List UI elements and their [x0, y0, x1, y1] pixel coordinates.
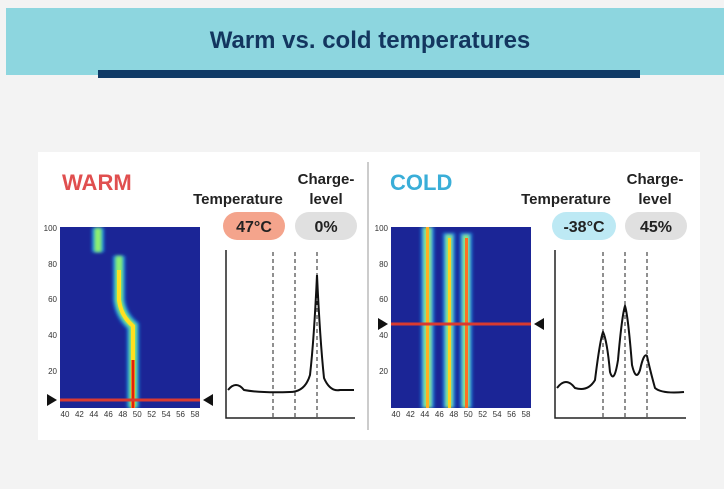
x-tick-label: 46 [104, 410, 113, 419]
x-tick-label: 44 [420, 410, 429, 419]
x-tick-label: 48 [449, 410, 458, 419]
x-tick-label: 58 [522, 410, 531, 419]
temperature-value: 47°C [236, 219, 272, 236]
y-tick-label: 100 [44, 224, 58, 233]
x-tick-label: 40 [392, 410, 401, 419]
slide: Warm vs. cold temperatures [0, 0, 724, 484]
y-tick-label: 80 [379, 260, 388, 269]
slide-title: Warm vs. cold temperatures [210, 27, 531, 54]
y-tick-label: 60 [379, 295, 388, 304]
temperature-value: -38°C [563, 219, 605, 236]
charge-value: 45% [640, 219, 672, 236]
x-tick-label: 56 [507, 410, 516, 419]
y-tick-label: 40 [379, 331, 388, 340]
x-tick-label: 48 [118, 410, 127, 419]
x-tick-label: 54 [493, 410, 502, 419]
y-tick-label: 100 [375, 224, 389, 233]
charge-value: 0% [314, 219, 337, 236]
x-tick-label: 54 [162, 410, 171, 419]
y-tick-label: 80 [48, 260, 57, 269]
x-tick-label: 52 [147, 410, 156, 419]
warm-heatmap [60, 227, 200, 408]
panel-label: WARM [62, 170, 132, 195]
charge-label: Charge- [627, 171, 684, 188]
y-tick-label: 20 [48, 367, 57, 376]
temperature-label: Temperature [521, 191, 611, 208]
x-tick-label: 50 [464, 410, 473, 419]
title-underline [98, 70, 640, 78]
charge-label: level [638, 191, 671, 208]
x-tick-label: 42 [75, 410, 84, 419]
y-tick-label: 40 [48, 331, 57, 340]
x-tick-label: 50 [133, 410, 142, 419]
temperature-label: Temperature [193, 191, 283, 208]
x-tick-label: 42 [406, 410, 415, 419]
charge-label: Charge- [298, 171, 355, 188]
y-tick-label: 20 [379, 367, 388, 376]
cold-heatmap [391, 227, 531, 408]
x-tick-label: 52 [478, 410, 487, 419]
x-tick-label: 46 [435, 410, 444, 419]
x-tick-label: 44 [89, 410, 98, 419]
x-tick-label: 56 [176, 410, 185, 419]
x-tick-label: 58 [191, 410, 200, 419]
y-tick-label: 60 [48, 295, 57, 304]
x-tick-label: 40 [61, 410, 70, 419]
charge-label: level [309, 191, 342, 208]
panel-label: COLD [390, 170, 452, 195]
